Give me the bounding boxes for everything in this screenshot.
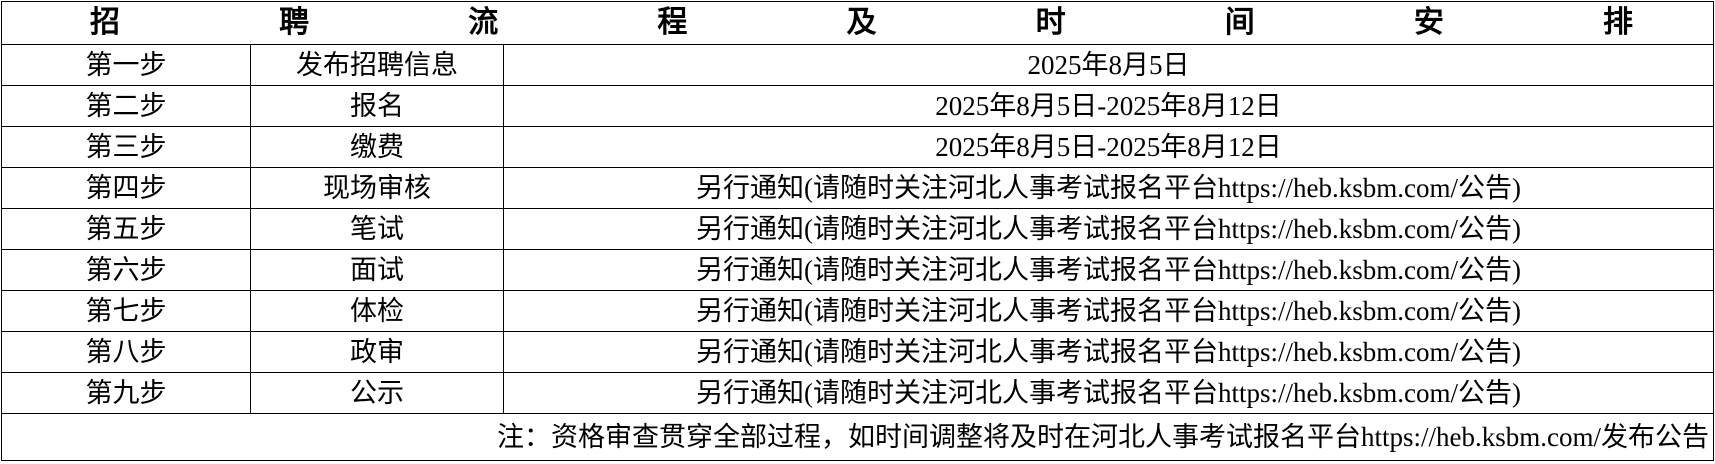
table-row: 第八步 政审 另行通知(请随时关注河北人事考试报名平台https://heb.ksb… xyxy=(1,331,1714,373)
time-cell: 另行通知(请随时关注河北人事考试报名平台https://heb.ksbm.com… xyxy=(503,331,1714,373)
time-cell: 另行通知(请随时关注河北人事考试报名平台https://heb.ksbm.com… xyxy=(503,249,1714,291)
title-char: 间 xyxy=(1224,6,1255,39)
title-char: 聘 xyxy=(279,6,310,39)
table-row: 第九步 公示 另行通知(请随时关注河北人事考试报名平台https://heb.ksb… xyxy=(1,372,1714,414)
item-cell: 现场审核 xyxy=(250,167,504,209)
title-char: 招 xyxy=(90,6,120,39)
title-char: 及 xyxy=(846,6,877,39)
note-text: 注：资格审查贯穿全部过程，如时间调整将及时在河北人事考试报名平台https://… xyxy=(1,413,1714,461)
item-cell: 笔试 xyxy=(250,208,504,250)
step-cell: 第一步 xyxy=(1,44,251,86)
table-row: 第三步 缴费 2025年8月5日-2025年8月12日 xyxy=(1,126,1714,168)
time-cell: 2025年8月5日-2025年8月12日 xyxy=(503,85,1714,127)
title-char: 排 xyxy=(1603,6,1633,39)
table-title: 招聘流程及时间安排 xyxy=(1,1,1714,45)
title-char: 流 xyxy=(468,6,499,39)
table-row: 第四步 现场审核 另行通知(请随时关注河北人事考试报名平台https://heb.k… xyxy=(1,167,1714,209)
item-cell: 面试 xyxy=(250,249,504,291)
time-cell: 另行通知(请随时关注河北人事考试报名平台https://heb.ksbm.com… xyxy=(503,208,1714,250)
title-char: 安 xyxy=(1413,6,1444,39)
item-cell: 公示 xyxy=(250,372,504,414)
step-cell: 第五步 xyxy=(1,208,251,250)
step-cell: 第二步 xyxy=(1,85,251,127)
title-char: 程 xyxy=(657,6,688,39)
table-row: 第七步 体检 另行通知(请随时关注河北人事考试报名平台https://heb.ksb… xyxy=(1,290,1714,332)
item-cell: 体检 xyxy=(250,290,504,332)
item-cell: 发布招聘信息 xyxy=(250,44,504,86)
step-cell: 第九步 xyxy=(1,372,251,414)
table-row: 第六步 面试 另行通知(请随时关注河北人事考试报名平台https://heb.ksb… xyxy=(1,249,1714,291)
table-row: 第二步 报名 2025年8月5日-2025年8月12日 xyxy=(1,85,1714,127)
step-cell: 第六步 xyxy=(1,249,251,291)
step-cell: 第七步 xyxy=(1,290,251,332)
time-cell: 2025年8月5日 xyxy=(503,44,1714,86)
time-cell: 另行通知(请随时关注河北人事考试报名平台https://heb.ksbm.com… xyxy=(503,372,1714,414)
table-title-row: 招聘流程及时间安排 xyxy=(1,1,1714,45)
title-char: 时 xyxy=(1035,6,1066,39)
time-cell: 另行通知(请随时关注河北人事考试报名平台https://heb.ksbm.com… xyxy=(503,167,1714,209)
note-row: 注：资格审查贯穿全部过程，如时间调整将及时在河北人事考试报名平台https://… xyxy=(1,413,1714,461)
time-cell: 2025年8月5日-2025年8月12日 xyxy=(503,126,1714,168)
item-cell: 报名 xyxy=(250,85,504,127)
step-cell: 第八步 xyxy=(1,331,251,373)
item-cell: 缴费 xyxy=(250,126,504,168)
table-row: 第一步 发布招聘信息 2025年8月5日 xyxy=(1,44,1714,86)
item-cell: 政审 xyxy=(250,331,504,373)
time-cell: 另行通知(请随时关注河北人事考试报名平台https://heb.ksbm.com… xyxy=(503,290,1714,332)
step-cell: 第三步 xyxy=(1,126,251,168)
table-row: 第五步 笔试 另行通知(请随时关注河北人事考试报名平台https://heb.ksb… xyxy=(1,208,1714,250)
step-cell: 第四步 xyxy=(1,167,251,209)
